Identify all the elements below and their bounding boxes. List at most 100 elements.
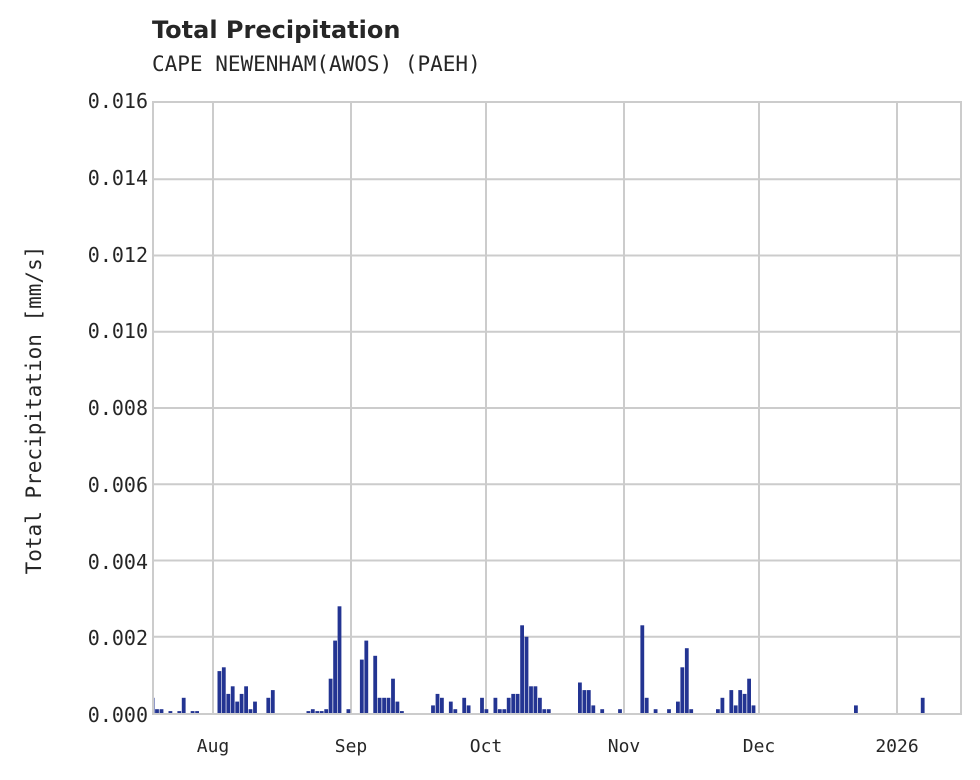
x-tick-label: Dec — [742, 736, 776, 757]
precipitation-bar — [346, 709, 351, 713]
precipitation-bar — [511, 693, 516, 713]
precipitation-bar — [310, 709, 315, 713]
y-tick-label: 0.002 — [87, 626, 148, 651]
precipitation-bar — [747, 678, 751, 713]
y-tick-label: 0.012 — [87, 242, 148, 267]
precipitation-bar — [453, 709, 458, 713]
precipitation-bar — [484, 709, 489, 713]
precipitation-bar — [667, 709, 671, 713]
x-tick-label: Aug — [196, 736, 230, 757]
precipitation-bar — [333, 640, 337, 713]
precipitation-bar — [270, 690, 275, 713]
precipitation-bar — [689, 709, 694, 713]
precipitation-bar — [154, 697, 155, 713]
precipitation-bar — [586, 690, 591, 713]
precipitation-bar — [168, 711, 173, 713]
y-axis-label: Total Precipitation [mm/s] — [22, 245, 46, 575]
precipitation-bar — [253, 701, 257, 713]
precipitation-bar — [244, 686, 248, 713]
precipitation-bar — [221, 667, 226, 713]
precipitation-bar — [738, 690, 743, 713]
precipitation-bar — [466, 705, 471, 713]
precipitation-bar — [520, 625, 524, 713]
precipitation-bar — [462, 697, 467, 713]
precipitation-bar — [431, 705, 435, 713]
precipitation-bar — [382, 697, 386, 713]
precipitation-bar — [854, 705, 858, 713]
precipitation-bar — [676, 701, 680, 713]
precipitation-bar — [542, 709, 547, 713]
precipitation-bar — [226, 693, 231, 713]
precipitation-bar — [515, 693, 520, 713]
y-tick-label: 0.016 — [87, 89, 148, 113]
precipitation-bar — [582, 690, 587, 713]
y-tick-label: 0.006 — [87, 472, 148, 497]
y-tick-label: 0.000 — [87, 703, 148, 727]
precipitation-bar — [538, 697, 542, 713]
x-tick-label: Oct — [469, 736, 503, 757]
precipitation-bar — [400, 711, 404, 713]
x-tick-label: 2026 — [875, 736, 919, 757]
precipitation-bar — [386, 697, 391, 713]
precipitation-bar — [440, 697, 444, 713]
precipitation-bar — [720, 697, 725, 713]
precipitation-bar — [618, 709, 622, 713]
precipitation-bar — [435, 693, 440, 713]
precipitation-bar — [640, 625, 645, 713]
precipitation-bar — [733, 705, 738, 713]
precipitation-bar — [337, 606, 342, 713]
precipitation-bar — [716, 709, 720, 713]
precipitation-bar — [600, 709, 605, 713]
precipitation-bar — [497, 709, 502, 713]
precipitation-bar — [315, 711, 320, 713]
precipitation-bar — [217, 671, 222, 713]
y-tick-label: 0.004 — [87, 549, 148, 574]
precipitation-bar — [364, 640, 369, 713]
precipitation-bar — [480, 697, 484, 713]
precipitation-bar — [266, 697, 271, 713]
precipitation-bar — [502, 709, 507, 713]
precipitation-bar — [644, 697, 649, 713]
precipitation-bar — [319, 711, 324, 713]
precipitation-bar — [578, 682, 582, 713]
precipitation-bar — [680, 667, 685, 713]
precipitation-bar — [653, 709, 658, 713]
precipitation-bar — [506, 697, 511, 713]
precipitation-bar — [920, 697, 925, 713]
precipitation-bar — [751, 705, 756, 713]
precipitation-bar — [239, 693, 244, 713]
precipitation-bar — [742, 693, 747, 713]
precipitation-bar — [729, 690, 734, 713]
precipitation-bar — [529, 686, 533, 713]
precipitation-bar — [448, 701, 453, 713]
chart-subtitle: CAPE NEWENHAM(AWOS) (PAEH) — [152, 52, 481, 76]
y-tick-label: 0.010 — [87, 319, 148, 344]
precipitation-bar — [359, 659, 364, 713]
precipitation-bar — [373, 655, 378, 713]
precipitation-bar — [391, 678, 395, 713]
precipitation-bar — [684, 648, 689, 713]
precipitation-bar — [181, 697, 186, 713]
chart-title: Total Precipitation — [152, 16, 401, 44]
precipitation-bar — [195, 711, 199, 713]
precipitation-bar — [546, 709, 551, 713]
precipitation-bar — [533, 686, 538, 713]
precipitation-bars — [154, 103, 960, 713]
x-tick-label: Nov — [607, 736, 641, 757]
precipitation-bar — [493, 697, 498, 713]
precipitation-bar — [591, 705, 596, 713]
x-tick-label: Sep — [334, 736, 368, 757]
precipitation-bar — [155, 709, 159, 713]
precipitation-bar — [395, 701, 400, 713]
precipitation-bar — [159, 709, 164, 713]
precipitation-bar — [235, 701, 240, 713]
precipitation-bar — [377, 697, 382, 713]
precipitation-bar — [328, 678, 333, 713]
precipitation-bar — [230, 686, 235, 713]
plot-area — [152, 101, 962, 715]
precipitation-bar — [177, 711, 182, 713]
precipitation-bar — [306, 711, 311, 713]
y-tick-label: 0.008 — [87, 396, 148, 420]
precipitation-bar — [324, 709, 329, 713]
precipitation-bar — [524, 636, 529, 713]
